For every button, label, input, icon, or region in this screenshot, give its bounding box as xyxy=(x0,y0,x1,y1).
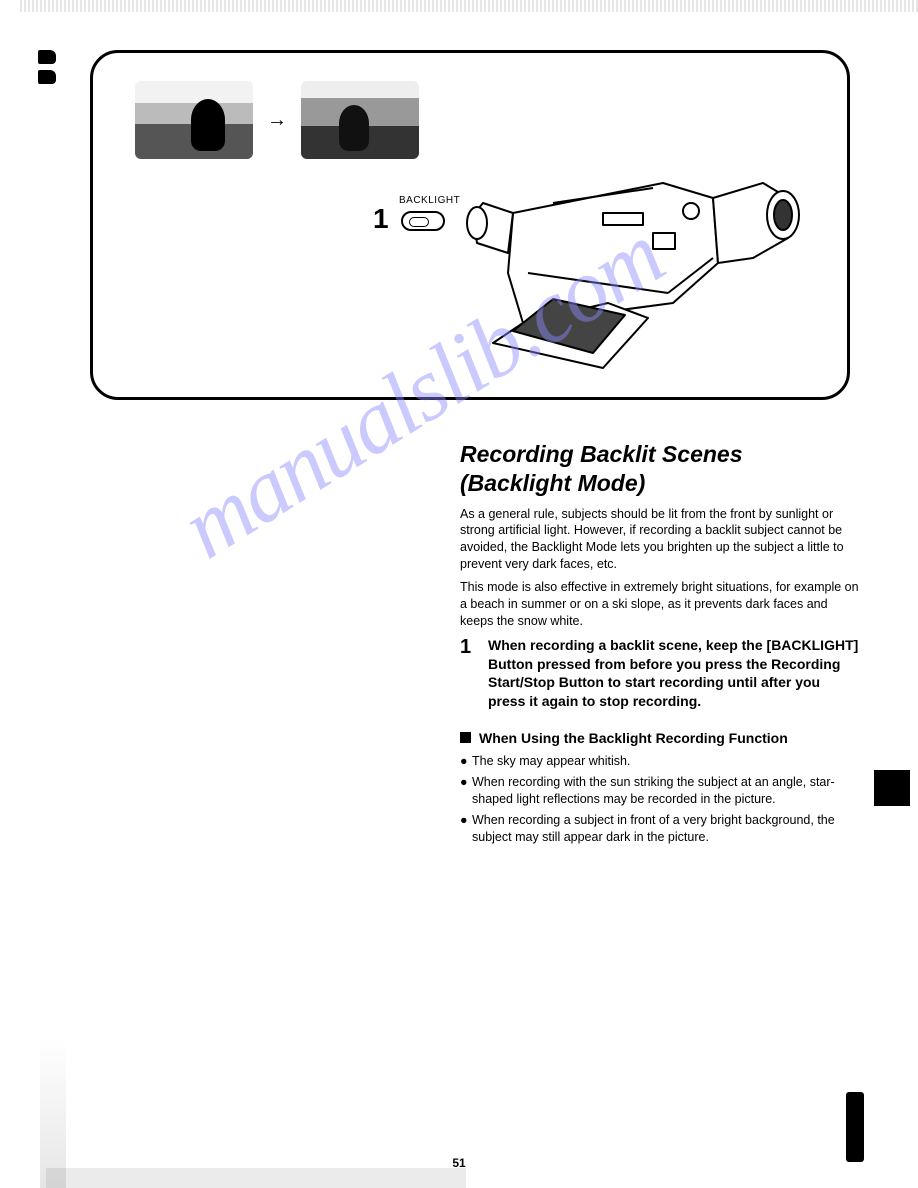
thumbnail-before xyxy=(135,81,253,159)
camera-illustration: 1 BACKLIGHT xyxy=(373,173,817,377)
subsection-heading-row: When Using the Backlight Recording Funct… xyxy=(460,729,860,747)
bullet-list: ● The sky may appear whitish. ● When rec… xyxy=(460,753,860,845)
scan-artifact-bottom-left xyxy=(40,1038,66,1188)
backlight-button-icon xyxy=(401,211,445,231)
title-line-1: Recording Backlit Scenes xyxy=(460,441,743,467)
bullet-text: When recording a subject in front of a v… xyxy=(472,812,860,846)
intro-paragraph-1: As a general rule, subjects should be li… xyxy=(460,506,860,574)
section-title: Recording Backlit Scenes (Backlight Mode… xyxy=(460,440,860,498)
title-line-2: (Backlight Mode) xyxy=(460,470,645,496)
list-item: ● When recording a subject in front of a… xyxy=(460,812,860,846)
thumbnail-after xyxy=(301,81,419,159)
numbered-instruction: 1 When recording a backlit scene, keep t… xyxy=(460,636,860,712)
intro-paragraph-2: This mode is also effective in extremely… xyxy=(460,579,860,630)
bullet-text: When recording with the sun striking the… xyxy=(472,774,860,808)
backlight-button-label: BACKLIGHT xyxy=(399,195,460,206)
bullet-dot-icon: ● xyxy=(460,753,468,770)
manual-page: → 1 BACKLIGHT xyxy=(0,0,918,1188)
square-bullet-icon xyxy=(460,732,471,743)
bullet-dot-icon: ● xyxy=(460,774,468,808)
bullet-text: The sky may appear whitish. xyxy=(472,753,630,770)
subsection-heading: When Using the Backlight Recording Funct… xyxy=(479,729,788,747)
text-columns: Recording Backlit Scenes (Backlight Mode… xyxy=(70,440,868,850)
illustration-frame: → 1 BACKLIGHT xyxy=(90,50,850,400)
side-tab-marker xyxy=(874,770,910,806)
instruction-text: When recording a backlit scene, keep the… xyxy=(488,636,860,712)
right-column: Recording Backlit Scenes (Backlight Mode… xyxy=(460,440,860,850)
list-item: ● When recording with the sun striking t… xyxy=(460,774,860,808)
arrow-icon: → xyxy=(267,109,287,132)
left-column-empty xyxy=(70,440,430,850)
instruction-number: 1 xyxy=(460,636,478,712)
list-item: ● The sky may appear whitish. xyxy=(460,753,860,770)
callout-number: 1 xyxy=(373,203,389,235)
example-thumbnails: → xyxy=(135,81,419,159)
camcorder-icon xyxy=(453,143,823,373)
bullet-dot-icon: ● xyxy=(460,812,468,846)
scan-artifact-bottom xyxy=(46,1168,466,1188)
scan-artifact-right xyxy=(846,1092,864,1162)
